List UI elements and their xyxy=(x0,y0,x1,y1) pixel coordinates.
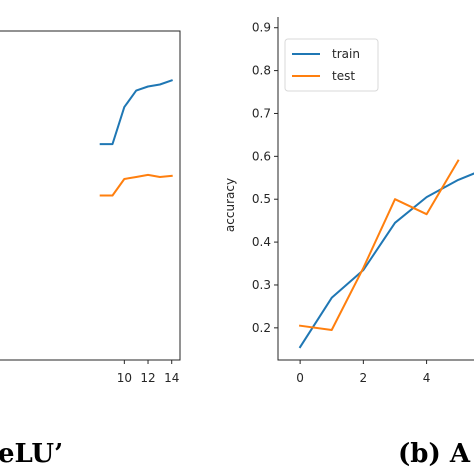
right-caption: (b) A xyxy=(398,439,471,469)
right-y-tick-label: 0.7 xyxy=(252,106,271,120)
left-series-test-line xyxy=(99,173,173,197)
right-y-axis-label: accuracy xyxy=(223,178,237,232)
right-y-ticks: 0.2 0.3 0.4 0.5 0.6 0.7 0.8 0.9 xyxy=(252,21,278,335)
right-x-tick-label: 0 xyxy=(296,371,304,385)
legend-test-label: test xyxy=(332,69,355,83)
right-y-tick-label: 0.9 xyxy=(252,21,271,35)
legend-box xyxy=(284,38,379,92)
right-axes-frame xyxy=(277,17,474,361)
left-axes-frame xyxy=(0,30,181,361)
legend: train test xyxy=(284,38,379,92)
right-y-tick-label: 0.8 xyxy=(252,64,271,78)
right-plot-lines xyxy=(298,159,474,349)
legend-train-label: train xyxy=(332,47,360,61)
right-y-tick-label: 0.2 xyxy=(252,321,271,335)
left-plot-lines xyxy=(99,79,173,197)
left-x-tick-label: 12 xyxy=(140,371,155,385)
left-series-train-line xyxy=(99,79,173,146)
right-panel: 0 2 4 0.2 0.3 0.4 0.5 0.6 0.7 0.8 0.9 accuracy tr… xyxy=(223,17,474,385)
right-y-tick-label: 0.4 xyxy=(252,235,271,249)
left-x-tick-label: 10 xyxy=(117,371,132,385)
right-y-tick-label: 0.5 xyxy=(252,192,271,206)
right-series-train-line xyxy=(298,172,474,349)
right-x-tick-label: 4 xyxy=(423,371,431,385)
left-caption: eLU’ xyxy=(0,439,63,469)
left-panel: 10 12 14 xyxy=(0,30,181,385)
right-x-tick-label: 2 xyxy=(360,371,368,385)
right-y-tick-label: 0.6 xyxy=(252,149,271,163)
left-x-ticks: 10 12 14 xyxy=(117,360,179,385)
right-y-tick-label: 0.3 xyxy=(252,278,271,292)
right-x-ticks: 0 2 4 xyxy=(296,360,430,385)
left-x-tick-label: 14 xyxy=(164,371,179,385)
right-series-test-line xyxy=(298,159,460,331)
